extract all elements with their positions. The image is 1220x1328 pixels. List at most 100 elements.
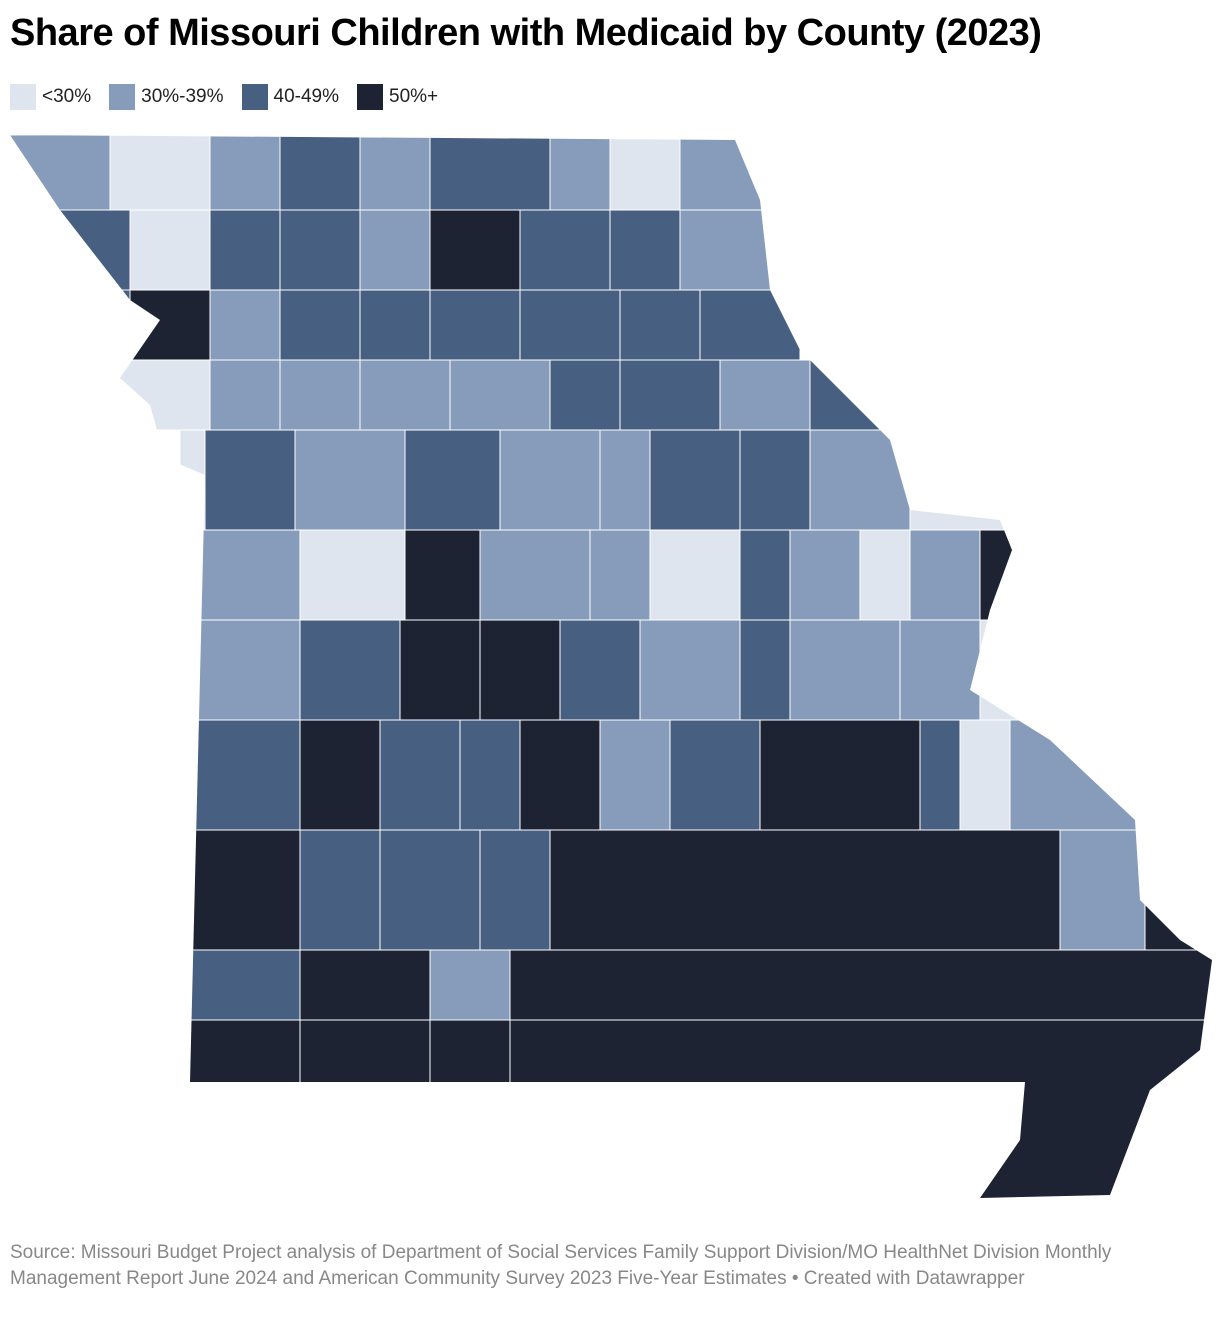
county	[499, 429, 601, 531]
county	[759, 719, 921, 831]
county	[909, 529, 981, 621]
county	[279, 135, 361, 211]
county	[679, 135, 781, 211]
county	[179, 529, 301, 621]
county	[129, 209, 211, 291]
county	[429, 135, 551, 211]
county	[559, 619, 641, 721]
county	[109, 135, 211, 211]
legend-swatch	[357, 84, 384, 110]
county	[299, 719, 381, 831]
county	[359, 135, 431, 211]
county	[429, 209, 521, 291]
county	[404, 429, 501, 531]
county	[1009, 719, 1151, 831]
county	[179, 719, 301, 831]
county	[299, 1019, 431, 1198]
county	[599, 719, 671, 831]
county	[299, 949, 431, 1021]
county	[429, 289, 521, 361]
county	[299, 619, 401, 721]
county	[809, 359, 901, 431]
county	[519, 289, 621, 361]
county	[379, 829, 481, 951]
legend-item: 30%-39%	[109, 84, 224, 110]
county	[359, 289, 431, 361]
legend-item: 50%+	[357, 84, 438, 110]
county	[479, 529, 591, 621]
county	[599, 429, 651, 531]
county	[179, 429, 206, 531]
county	[739, 619, 791, 721]
legend-label: 40-49%	[273, 86, 340, 107]
county	[619, 289, 701, 361]
county	[179, 619, 301, 721]
county	[404, 529, 481, 621]
county	[294, 429, 406, 531]
county	[509, 949, 1212, 1021]
source: Source: Missouri Budget Project analysis…	[10, 1242, 1112, 1289]
county	[449, 359, 551, 431]
legend-swatch	[10, 84, 36, 110]
county	[919, 719, 961, 831]
legend-label: <30%	[42, 86, 92, 107]
title: Share of Missouri Children with Medicaid…	[10, 12, 1042, 54]
county	[359, 359, 451, 431]
county	[179, 1019, 301, 1198]
county	[789, 529, 861, 621]
county	[379, 719, 461, 831]
county	[669, 719, 761, 831]
county	[589, 529, 651, 621]
county	[429, 949, 511, 1021]
county	[479, 829, 551, 951]
county	[299, 529, 406, 621]
county	[209, 135, 281, 211]
legend-swatch	[241, 84, 268, 110]
county	[519, 209, 611, 291]
county	[739, 429, 811, 531]
county	[10, 359, 211, 431]
county	[859, 529, 911, 621]
legend-swatch	[109, 84, 136, 110]
legend-label: 30%-39%	[141, 86, 224, 107]
county	[359, 209, 431, 291]
county	[609, 209, 681, 291]
county	[459, 719, 521, 831]
county	[479, 619, 561, 721]
county	[609, 135, 681, 211]
county	[1059, 829, 1146, 951]
county	[279, 209, 361, 291]
county	[649, 529, 741, 621]
county	[509, 1019, 1212, 1198]
county	[209, 209, 281, 291]
county	[279, 289, 361, 361]
county	[699, 289, 801, 361]
county	[1144, 829, 1212, 951]
county	[549, 135, 611, 211]
county	[209, 359, 281, 431]
county	[979, 619, 1021, 721]
county	[209, 289, 281, 361]
county	[619, 359, 721, 431]
county	[649, 429, 741, 531]
county	[679, 209, 781, 291]
county	[10, 135, 111, 211]
county	[719, 359, 811, 431]
county	[279, 359, 361, 431]
county	[519, 719, 601, 831]
county	[129, 289, 211, 361]
county	[299, 829, 381, 951]
county	[10, 209, 131, 291]
county	[549, 359, 621, 431]
county	[10, 289, 131, 361]
legend: <30% 30%-39% 40-49% 50%+	[10, 84, 438, 110]
county	[909, 429, 1021, 531]
county	[429, 1019, 511, 1198]
county	[899, 619, 981, 721]
county	[979, 529, 1021, 621]
county	[739, 529, 791, 621]
legend-item: <30%	[10, 84, 91, 110]
legend-item: 40-49%	[241, 84, 340, 110]
legend-label: 50%+	[389, 86, 439, 107]
